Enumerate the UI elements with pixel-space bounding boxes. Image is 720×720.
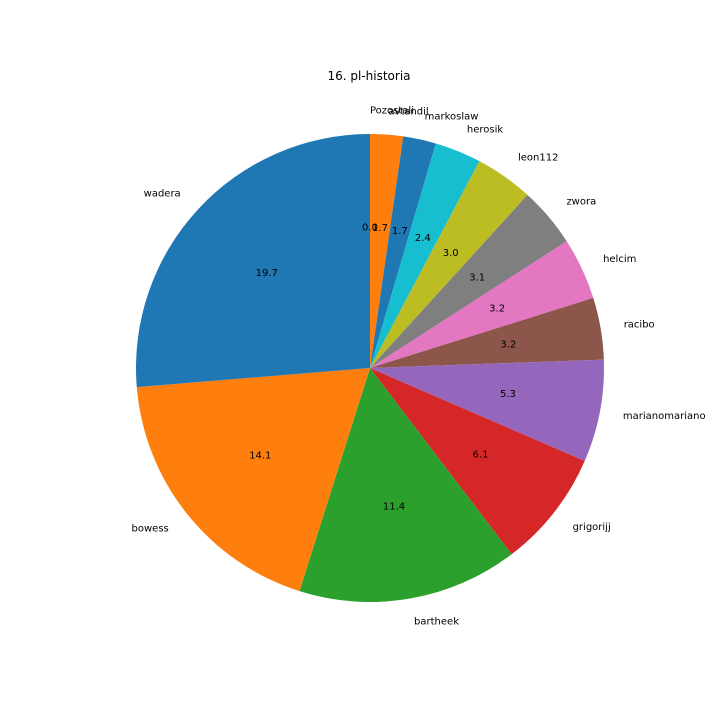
pie-slice-racibo (370, 297, 604, 368)
pct-label-grigorijj: 6.1 (473, 450, 489, 461)
slice-label-wadera: wadera (144, 189, 181, 200)
pie-slice-helcim (370, 241, 594, 368)
pie-slice-herosik (370, 143, 480, 368)
pie-slice-marianomariano (370, 359, 604, 462)
pie-slices (136, 134, 604, 602)
slice-label-bowess: bowess (132, 523, 169, 534)
pie-slice-bowess (136, 368, 370, 592)
slice-label-marianomariano: marianomariano (623, 411, 706, 422)
pie-labels: Pozostali 0.0 avtandil 1.7 markoslaw 1.7 heros… (132, 106, 706, 628)
slice-label-helcim: helcim (603, 254, 636, 265)
slice-label-bartheek: bartheek (414, 617, 459, 628)
pct-label-marianomariano: 5.3 (500, 389, 516, 400)
slice-label-zwora: zwora (566, 197, 596, 208)
pie-slice-grigorijj (370, 368, 585, 555)
pct-label-pozostali: 0.0 (362, 223, 378, 234)
pct-label-bowess: 14.1 (249, 451, 271, 462)
pie-slice-markoslaw (370, 136, 436, 368)
pct-label-racibo: 3.2 (500, 339, 516, 350)
slice-label-herosik: herosik (467, 125, 503, 136)
pct-label-wadera: 19.7 (256, 268, 278, 279)
pie-slice-bartheek (299, 368, 512, 602)
slice-label-avtandil: avtandil (388, 106, 428, 117)
slice-label-grigorijj: grigorijj (573, 522, 611, 533)
slice-label-pozostali: Pozostali (370, 106, 414, 117)
pie-slice-leon112 (370, 161, 528, 368)
slice-label-leon112: leon112 (518, 152, 558, 163)
pct-label-zwora: 3.1 (469, 272, 485, 283)
pct-label-leon112: 3.0 (443, 248, 459, 259)
pct-label-helcim: 3.2 (489, 303, 505, 314)
pie-slice-zwora (370, 194, 567, 368)
pie-slice-avtandil (370, 134, 404, 368)
pct-label-herosik: 2.4 (415, 233, 431, 244)
pct-label-bartheek: 11.4 (383, 501, 405, 512)
pie-slice-wadera (136, 134, 370, 388)
slice-label-racibo: racibo (624, 319, 655, 330)
slice-label-markoslaw: markoslaw (425, 111, 479, 122)
pct-label-avtandil: 1.7 (372, 223, 388, 234)
chart-title: 16. pl-historia (327, 69, 410, 83)
pct-label-markoslaw: 1.7 (392, 226, 408, 237)
